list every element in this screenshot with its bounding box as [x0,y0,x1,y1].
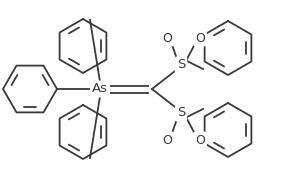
Text: S: S [177,106,185,119]
Text: O: O [162,32,172,44]
Text: O: O [195,134,205,146]
Text: O: O [195,32,205,44]
Text: As: As [92,82,108,96]
Text: O: O [162,134,172,146]
Text: S: S [177,59,185,72]
